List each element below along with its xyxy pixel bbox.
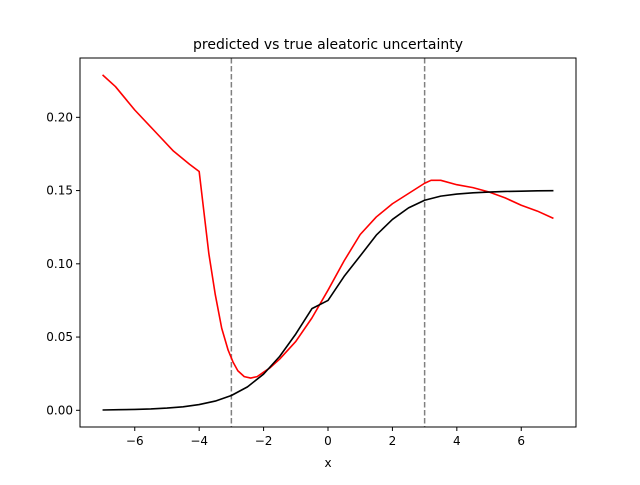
x-axis-label: x [324, 456, 331, 470]
x-tick-label: 6 [517, 434, 525, 448]
x-tick-label: −2 [255, 434, 273, 448]
y-tick-label: 0.20 [46, 110, 73, 124]
series-line-2 [102, 189, 554, 411]
x-tick-label: 0 [324, 434, 332, 448]
plot-layer [102, 58, 554, 427]
chart-title: predicted vs true aleatoric uncertainty [193, 37, 463, 53]
plot-frame [79, 57, 577, 428]
y-tick-label: 0.15 [46, 184, 73, 198]
y-tick-label: 0.10 [46, 257, 73, 271]
x-tick-label: 4 [453, 434, 461, 448]
axes-layer: −6 −4 −2 0 2 4 6 0.00 0.05 0.10 0.15 0.20 [46, 110, 525, 448]
x-tick-label: −6 [126, 434, 144, 448]
x-tick-label: 2 [389, 434, 397, 448]
x-tick-label: −4 [190, 434, 208, 448]
series-line-1 [102, 74, 554, 379]
y-tick-label: 0.00 [46, 403, 73, 417]
y-tick-label: 0.05 [46, 330, 73, 344]
